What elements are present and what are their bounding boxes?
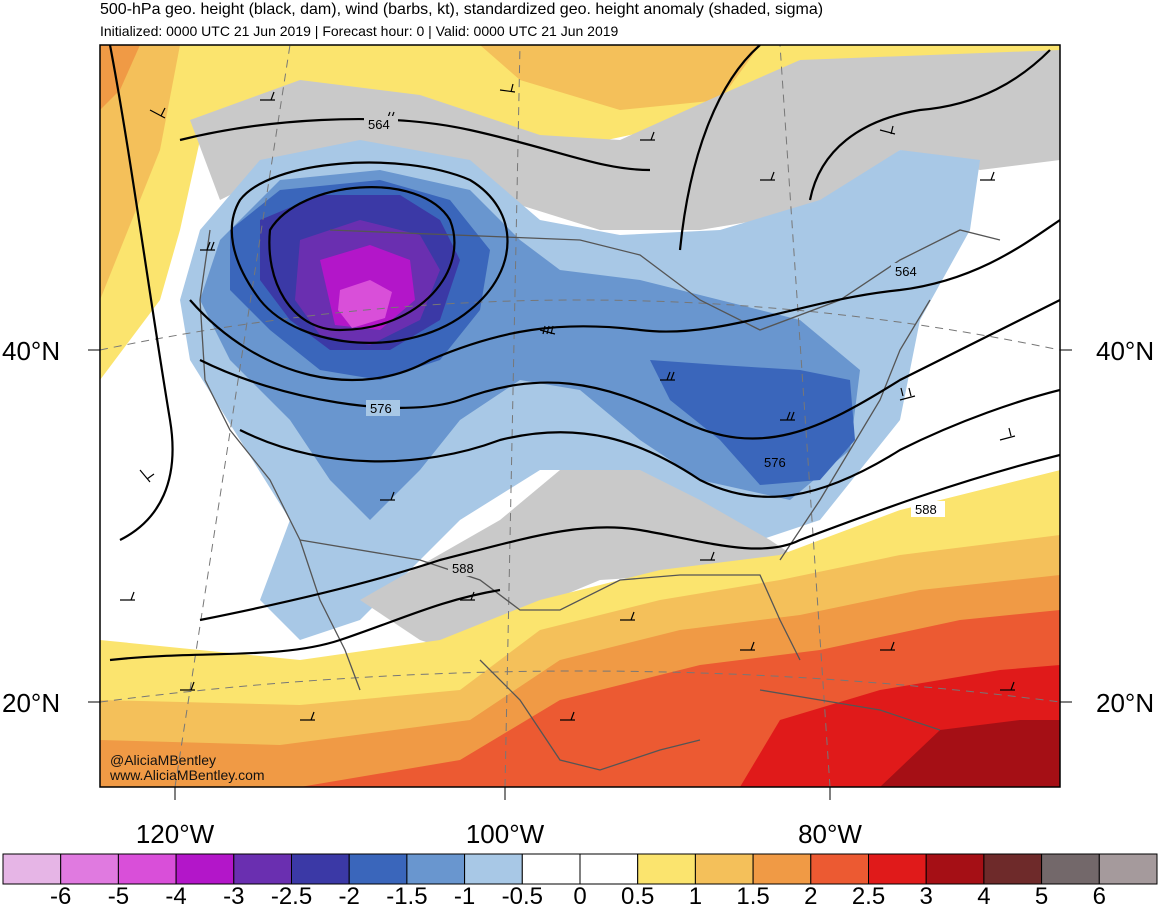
colorbar-label: -1.5: [386, 883, 428, 910]
map-frame: [99, 44, 1061, 788]
colorbar-label: 6: [1092, 883, 1106, 910]
latitude-label-right: 20°N: [1096, 688, 1155, 718]
wind-barbs: [120, 83, 1016, 721]
colorbar-label: 2: [804, 883, 818, 910]
colorbar-swatch: [1041, 853, 1100, 885]
positive-anomaly-north: [100, 45, 1060, 380]
colorbar-swatch: [117, 853, 177, 885]
colorbar-label: -1: [453, 883, 476, 910]
colorbar-swatch: [175, 853, 235, 885]
colorbar-swatch: [579, 853, 639, 885]
colorbar-label: 4: [977, 883, 991, 910]
colorbar-label: -6: [50, 883, 72, 910]
contour-label: 576: [370, 401, 392, 416]
latitude-label-right: 40°N: [1096, 336, 1155, 366]
colorbar-label: 5: [1034, 883, 1049, 910]
longitude-label: 120°W: [135, 819, 215, 849]
colorbar-label: -5: [107, 883, 130, 910]
colorbar-swatch: [868, 853, 927, 885]
colorbar-label: -4: [165, 883, 187, 910]
colorbar-swatch: [60, 853, 119, 885]
contour-label: 564: [895, 264, 917, 279]
colorbar-label: -2: [338, 883, 360, 910]
colorbar-label: 0.5: [621, 883, 655, 910]
colorbar-label: -0.5: [501, 883, 543, 910]
contour-label: 588: [452, 561, 474, 576]
latitude-label-left: 40°N: [2, 336, 61, 366]
colorbar-swatch: [348, 853, 408, 885]
contour-label: 588: [915, 502, 937, 517]
colorbar-swatch: [2, 853, 62, 885]
colorbar-swatch: [291, 853, 350, 885]
credit-handle: @AliciaMBentley: [110, 752, 217, 768]
colorbar-swatch: [406, 853, 466, 885]
longitude-label: 80°W: [798, 819, 862, 849]
contour-label: 564: [368, 117, 390, 132]
colorbar-swatch: [1098, 853, 1158, 885]
colorbar-label: 2.5: [851, 883, 886, 910]
colorbar-swatch: [810, 853, 869, 885]
latitude-label-left: 20°N: [2, 688, 61, 718]
colorbar-swatch: [752, 853, 812, 885]
colorbar: [2, 853, 1158, 885]
colorbar-label: -3: [223, 883, 245, 910]
longitude-label: 100°W: [465, 819, 545, 849]
colorbar-swatch: [925, 853, 985, 885]
colorbar-swatch: [464, 853, 523, 885]
height-contours: [108, 45, 1060, 662]
colorbar-label: 3: [919, 883, 933, 910]
colorbar-swatch: [637, 853, 696, 885]
chart-subtitle: Initialized: 0000 UTC 21 Jun 2019 | Fore…: [100, 23, 619, 39]
colorbar-swatch: [694, 853, 754, 885]
chart-title: 500-hPa geo. height (black, dam), wind (…: [100, 1, 824, 18]
colorbar-label: 1.5: [736, 883, 770, 910]
colorbar-label: -2.5: [270, 883, 313, 910]
neutral-gray-north: [190, 50, 1060, 230]
credit-website: www.AliciaMBentley.com: [110, 767, 265, 783]
colorbar-swatch: [983, 853, 1043, 885]
colorbar-label: 1: [688, 883, 703, 910]
colorbar-label: 0: [573, 883, 587, 910]
colorbar-swatch: [521, 853, 581, 885]
colorbar-swatch: [233, 853, 293, 885]
contour-label: 576: [764, 455, 786, 470]
